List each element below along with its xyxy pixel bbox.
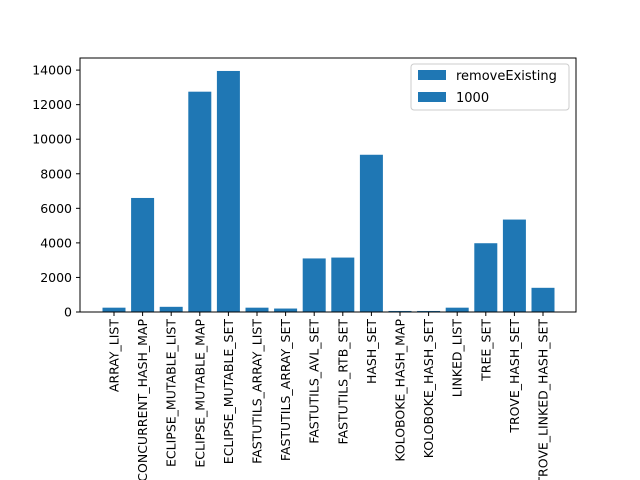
x-tick-label: LINKED_LIST — [450, 319, 465, 398]
bar-array-list — [102, 307, 126, 312]
bar-concurrent-hash-map — [131, 197, 155, 312]
bar-fastutils-array-set — [274, 308, 298, 312]
legend-label-1000: 1000 — [456, 91, 489, 106]
y-tick-label: 0 — [64, 305, 72, 320]
x-tick-label: TROVE_HASH_SET — [507, 319, 522, 434]
bar-trove-linked-hash-set — [531, 287, 555, 312]
x-tick-label: CONCURRENT_HASH_MAP — [135, 319, 150, 480]
y-tick-label: 6000 — [40, 201, 72, 216]
bar-eclipse-mutable-map — [188, 91, 212, 312]
x-tick-label: FASTUTILS_ARRAY_LIST — [250, 319, 265, 464]
bar-fastutils-avl-set — [302, 258, 326, 312]
x-axis: ARRAY_LIST CONCURRENT_HASH_MAP ECLIPSE_MUT… — [107, 312, 551, 480]
bar-koloboke-hash-map — [388, 310, 412, 312]
y-tick-label: 10000 — [32, 132, 72, 147]
legend-label-removeexisting: removeExisting — [456, 69, 557, 84]
y-tick-label: 14000 — [32, 63, 72, 78]
x-tick-label: FASTUTILS_AVL_SET — [307, 319, 322, 444]
x-tick-label: HASH_SET — [364, 319, 379, 384]
bar-fastutils-rtb-set — [331, 257, 355, 312]
x-tick-label: TROVE_LINKED_HASH_SET — [536, 319, 551, 480]
bar-linked-list — [445, 307, 469, 312]
bar-tree-set — [474, 243, 498, 312]
bar-trove-hash-set — [502, 219, 526, 312]
x-tick-label: ECLIPSE_MUTABLE_LIST — [164, 319, 179, 467]
bar-fastutils-array-list — [245, 307, 269, 312]
bars-group — [102, 70, 555, 313]
y-tick-label: 12000 — [32, 97, 72, 112]
x-tick-label: ARRAY_LIST — [107, 319, 122, 392]
legend-box — [410, 63, 570, 111]
legend-swatch-removeexisting — [418, 70, 446, 80]
legend: removeExisting 1000 — [410, 63, 570, 111]
bar-eclipse-mutable-list — [159, 306, 183, 312]
x-tick-label: FASTUTILS_ARRAY_SET — [278, 319, 293, 461]
x-tick-label: KOLOBOKE_HASH_SET — [421, 319, 436, 459]
x-tick-label: ECLIPSE_MUTABLE_SET — [221, 319, 236, 465]
x-tick-label: ECLIPSE_MUTABLE_MAP — [192, 319, 207, 468]
bar-koloboke-hash-set — [417, 310, 441, 312]
plot-frame — [79, 57, 577, 313]
x-tick-label: KOLOBOKE_HASH_MAP — [393, 319, 408, 462]
y-tick-label: 2000 — [40, 270, 72, 285]
y-tick-label: 4000 — [40, 235, 72, 250]
y-axis: 0 2000 4000 6000 8000 10000 12000 14000 — [32, 63, 80, 320]
x-tick-label: FASTUTILS_RTB_SET — [335, 319, 350, 445]
legend-swatch-1000 — [418, 92, 446, 102]
bar-eclipse-mutable-set — [216, 70, 240, 313]
bar-hash-set — [359, 154, 383, 312]
y-tick-label: 8000 — [40, 166, 72, 181]
x-tick-label: TREE_SET — [478, 319, 493, 382]
